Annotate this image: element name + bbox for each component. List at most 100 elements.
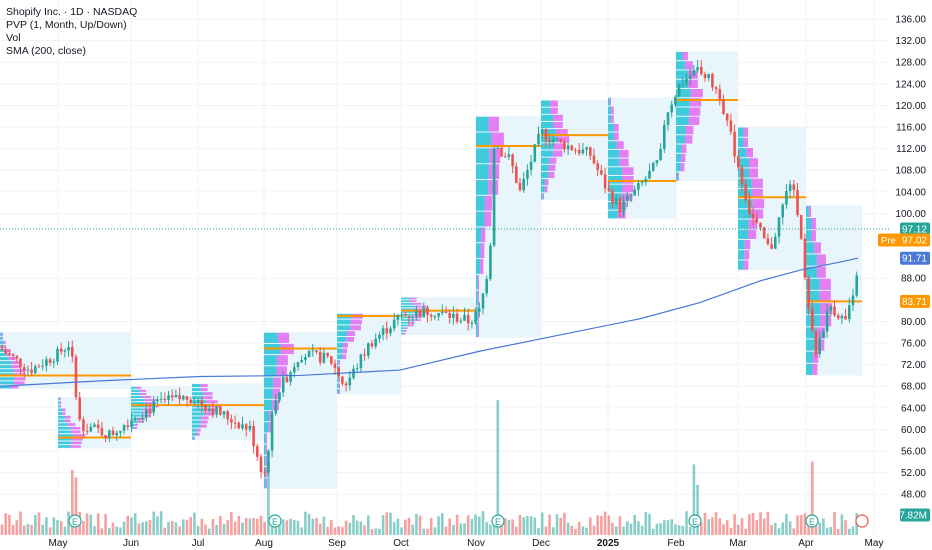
profile-bar-up (264, 411, 269, 422)
candle-body (844, 315, 847, 320)
y-tick-label: 60.00 (901, 425, 926, 436)
volume-bar (137, 523, 141, 535)
profile-bar-up (131, 411, 143, 414)
candle-body (744, 184, 747, 201)
volume-bar (507, 519, 511, 535)
candle-body (300, 360, 303, 363)
volume-bar (559, 517, 562, 535)
volume-bar (89, 514, 93, 535)
profile-bar-down (552, 114, 563, 121)
profile-bar-up (541, 114, 553, 121)
candle-body (626, 195, 629, 201)
earnings-label: E (72, 517, 78, 527)
profile-bar-up (131, 389, 140, 392)
volume-bar (233, 521, 237, 535)
volume-bar (344, 520, 348, 535)
profile-bar-down (10, 385, 19, 389)
y-tick-label: 56.00 (901, 447, 926, 458)
profile-bar-down (346, 336, 355, 342)
volume-bar (26, 523, 30, 535)
profile-bar-down (14, 377, 26, 381)
legend-sma[interactable]: SMA (200, close) (6, 45, 86, 57)
volume-bar (59, 521, 63, 535)
candle-body (4, 350, 7, 354)
candle-body (211, 408, 215, 415)
volume-bar (270, 521, 274, 535)
profile-bar-up (541, 129, 556, 136)
volume-bar (466, 515, 470, 535)
volume-bar (304, 511, 307, 535)
candle-body (766, 238, 770, 245)
candle-body (126, 425, 130, 427)
volume-bar (592, 525, 596, 535)
volume-bar (762, 518, 766, 535)
profile-bar-down (484, 195, 493, 211)
candles (0, 60, 858, 479)
candle-body (215, 406, 218, 415)
volume-bar (548, 514, 551, 535)
volume-bar (418, 515, 422, 535)
volume-bar (381, 515, 385, 535)
candle-body (448, 312, 451, 319)
volume-bar (663, 520, 666, 535)
profile-bar-down (811, 217, 816, 230)
profile-bar-down (70, 445, 81, 448)
profile-bar-up (192, 420, 201, 424)
candle-body (359, 354, 363, 369)
legend-pvp[interactable]: PVP (1, Month, Up/Down) (6, 19, 127, 31)
profile-bar-down (277, 355, 288, 366)
profile-bar-up (0, 377, 15, 381)
profile-bar-up (264, 366, 277, 377)
profile-bar-up (401, 332, 404, 335)
volume-tag-bg (900, 508, 930, 522)
profile-bar-down (811, 230, 816, 242)
candle-body (318, 351, 322, 363)
profile-bar-up (806, 217, 812, 230)
profile-bar-up (608, 158, 620, 167)
profile-bar-down (752, 199, 765, 209)
legend-vol[interactable]: Vol (6, 32, 21, 44)
volume-bar (444, 526, 448, 535)
candle-body (111, 430, 115, 436)
profile-bar-down (407, 324, 414, 327)
profile-bar-up (541, 100, 551, 107)
x-tick-label: 2025 (597, 538, 620, 549)
profile-bar-up (58, 445, 71, 448)
candle-body (585, 147, 588, 150)
candle-body (370, 343, 374, 347)
candle-body (374, 338, 377, 347)
profile-bar-up (476, 132, 492, 148)
volume-bar (600, 515, 603, 535)
volume-bar (189, 517, 192, 535)
candle-body (522, 178, 525, 191)
volume-bar (540, 512, 544, 535)
volume-bar (219, 515, 222, 535)
earnings-circle (268, 514, 282, 528)
profile-bar-down (277, 332, 290, 343)
upcoming-event-icon (855, 514, 869, 528)
candle-body (848, 305, 851, 320)
profile-bar-down (477, 274, 479, 290)
volume-bar (811, 461, 814, 535)
candle-body (355, 368, 359, 370)
volume-bar (500, 518, 503, 535)
volume-bar (529, 516, 533, 535)
last-price-tag-bg (900, 222, 930, 236)
profile-bar-down (338, 377, 340, 383)
candle-body (185, 396, 189, 400)
profile-bar-up (0, 348, 6, 352)
volume-bar (196, 525, 200, 535)
profile-bar-down (343, 342, 349, 348)
profile-bar-up (58, 412, 63, 415)
profile-bar-up (738, 147, 747, 158)
profile-bar-down (14, 369, 26, 373)
profile-bar-down (690, 88, 703, 98)
profile-bar-up (676, 107, 690, 116)
candle-body (193, 402, 196, 404)
profile-bar-up (401, 316, 413, 319)
profile-bar-up (58, 434, 74, 437)
candle-body (108, 430, 111, 439)
volume-bar (700, 522, 703, 535)
volume-bar (770, 525, 773, 535)
